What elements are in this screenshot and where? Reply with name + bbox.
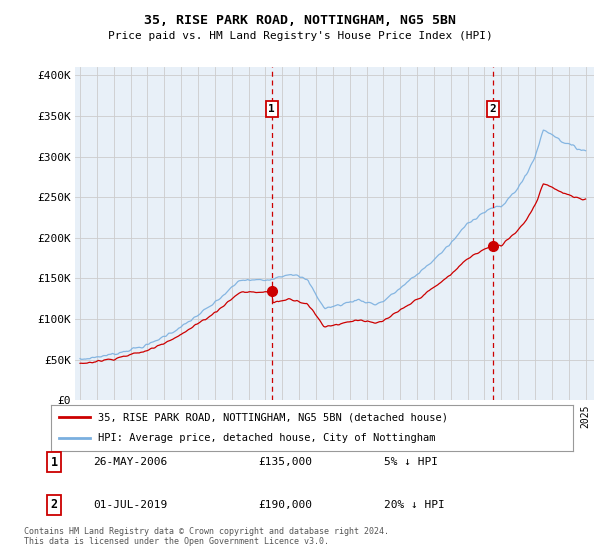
Text: 01-JUL-2019: 01-JUL-2019 — [93, 500, 167, 510]
Text: 1: 1 — [50, 455, 58, 469]
Text: Contains HM Land Registry data © Crown copyright and database right 2024.
This d: Contains HM Land Registry data © Crown c… — [24, 526, 389, 546]
Text: HPI: Average price, detached house, City of Nottingham: HPI: Average price, detached house, City… — [98, 433, 436, 444]
Text: 35, RISE PARK ROAD, NOTTINGHAM, NG5 5BN (detached house): 35, RISE PARK ROAD, NOTTINGHAM, NG5 5BN … — [98, 412, 448, 422]
Text: 26-MAY-2006: 26-MAY-2006 — [93, 457, 167, 467]
Text: 35, RISE PARK ROAD, NOTTINGHAM, NG5 5BN: 35, RISE PARK ROAD, NOTTINGHAM, NG5 5BN — [144, 14, 456, 27]
Text: 1: 1 — [268, 104, 275, 114]
Text: Price paid vs. HM Land Registry's House Price Index (HPI): Price paid vs. HM Land Registry's House … — [107, 31, 493, 41]
Text: 20% ↓ HPI: 20% ↓ HPI — [384, 500, 445, 510]
Text: 2: 2 — [490, 104, 496, 114]
Text: 5% ↓ HPI: 5% ↓ HPI — [384, 457, 438, 467]
Text: 2: 2 — [50, 498, 58, 511]
Text: £190,000: £190,000 — [258, 500, 312, 510]
Text: £135,000: £135,000 — [258, 457, 312, 467]
